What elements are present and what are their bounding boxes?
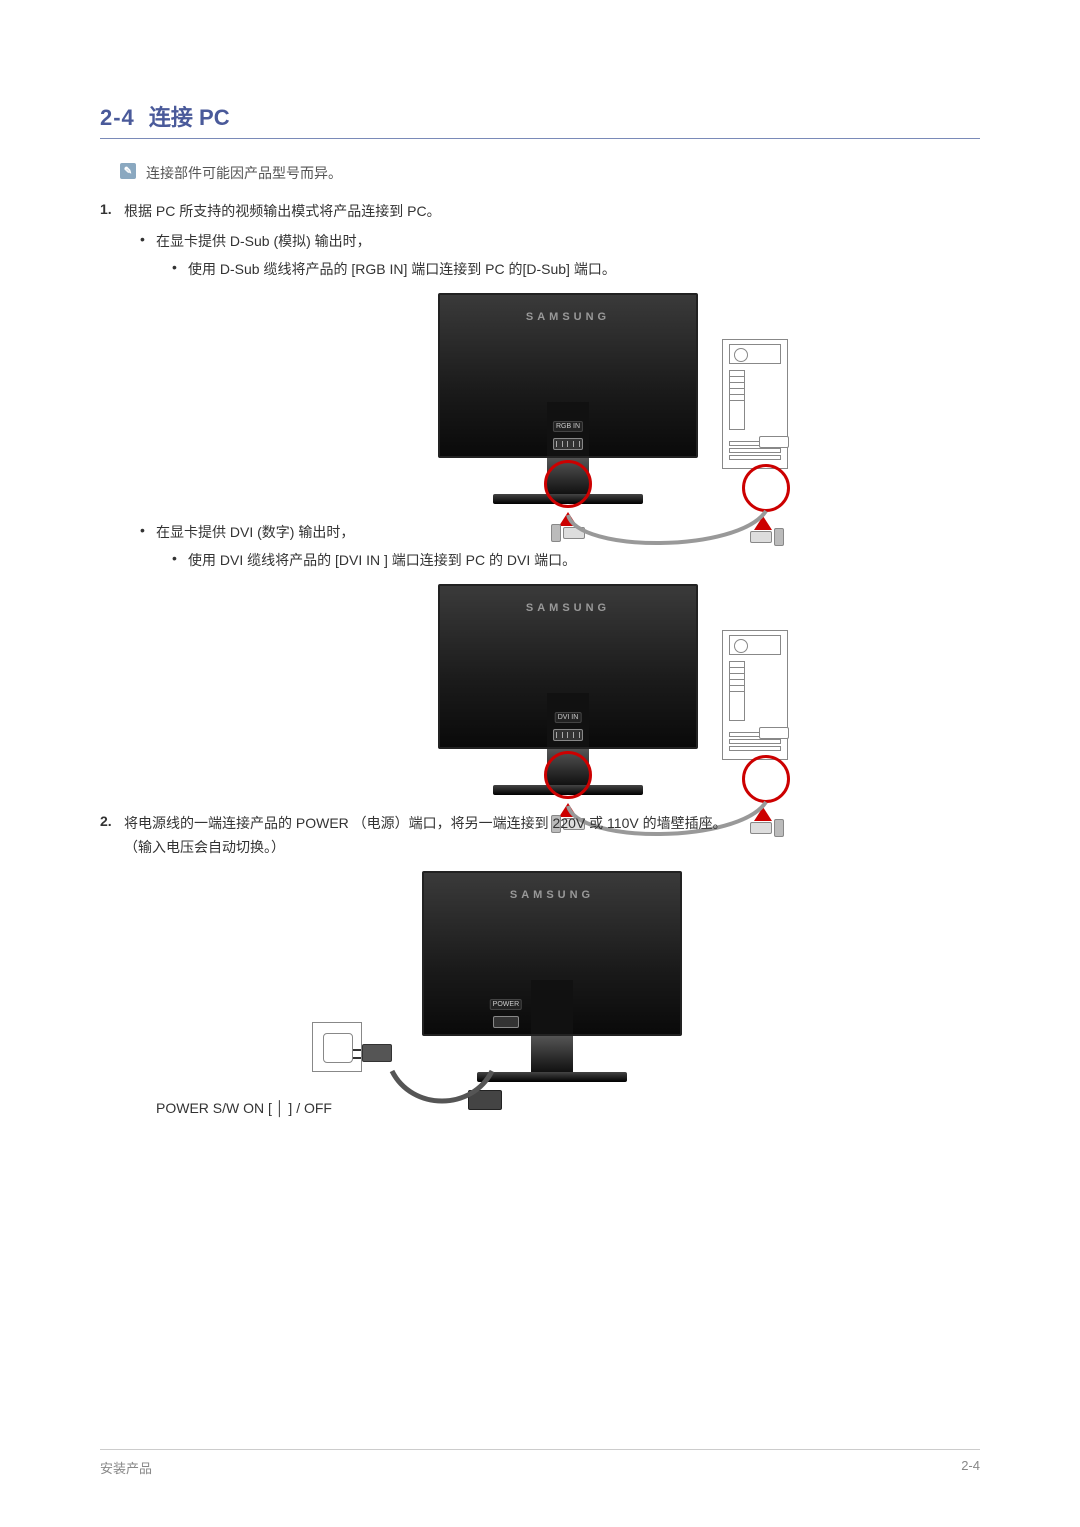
- step-2: 将电源线的一端连接产品的 POWER （电源）端口，将另一端连接到 220V 或…: [100, 813, 980, 1116]
- step-2-extra: （输入电压会自动切换。）: [124, 837, 980, 857]
- page-footer: 安装产品 2-4: [100, 1449, 980, 1477]
- power-cable-path: [422, 871, 822, 1131]
- step-1-sub-dsub-text: 在显卡提供 D-Sub (模拟) 输出时，: [156, 233, 371, 249]
- figure-power: SAMSUNG POWER: [124, 871, 980, 1082]
- wall-outlet-illustration: [312, 1022, 362, 1072]
- section-title: 连接 PC: [149, 105, 230, 130]
- step-1-subsub-dvi: 使用 DVI 缆线将产品的 [DVI IN ] 端口连接到 PC 的 DVI 端…: [172, 550, 980, 570]
- step-1-sub-dsub: 在显卡提供 D-Sub (模拟) 输出时， 使用 D-Sub 缆线将产品的 [R…: [140, 231, 980, 504]
- cable-path: [438, 584, 818, 844]
- step-1-sub-dvi-text: 在显卡提供 DVI (数字) 输出时，: [156, 524, 354, 540]
- footer-left: 安装产品: [100, 1458, 152, 1477]
- step-1-text: 根据 PC 所支持的视频输出模式将产品连接到 PC。: [124, 203, 441, 219]
- figure-dvi: SAMSUNG DVI IN: [156, 584, 980, 795]
- power-plug-illustration: [362, 1044, 392, 1062]
- footer-right: 2-4: [961, 1458, 980, 1477]
- step-1: 根据 PC 所支持的视频输出模式将产品连接到 PC。 在显卡提供 D-Sub (…: [100, 201, 980, 795]
- note-text: 连接部件可能因产品型号而异。: [146, 163, 342, 183]
- step-1-subsub-dsub: 使用 D-Sub 缆线将产品的 [RGB IN] 端口连接到 PC 的[D-Su…: [172, 259, 980, 279]
- cable-path: [438, 293, 818, 553]
- note-row: ✎ 连接部件可能因产品型号而异。: [120, 163, 980, 183]
- info-icon: ✎: [120, 163, 136, 179]
- step-1-sub-dvi: 在显卡提供 DVI (数字) 输出时， 使用 DVI 缆线将产品的 [DVI I…: [140, 522, 980, 795]
- section-heading: 2-4 连接 PC: [100, 100, 980, 139]
- step-2-text: 将电源线的一端连接产品的 POWER （电源）端口，将另一端连接到 220V 或…: [124, 815, 727, 831]
- figure-dsub: SAMSUNG RGB IN: [156, 293, 980, 504]
- steps-list: 根据 PC 所支持的视频输出模式将产品连接到 PC。 在显卡提供 D-Sub (…: [100, 201, 980, 1116]
- section-number: 2-4: [100, 105, 135, 130]
